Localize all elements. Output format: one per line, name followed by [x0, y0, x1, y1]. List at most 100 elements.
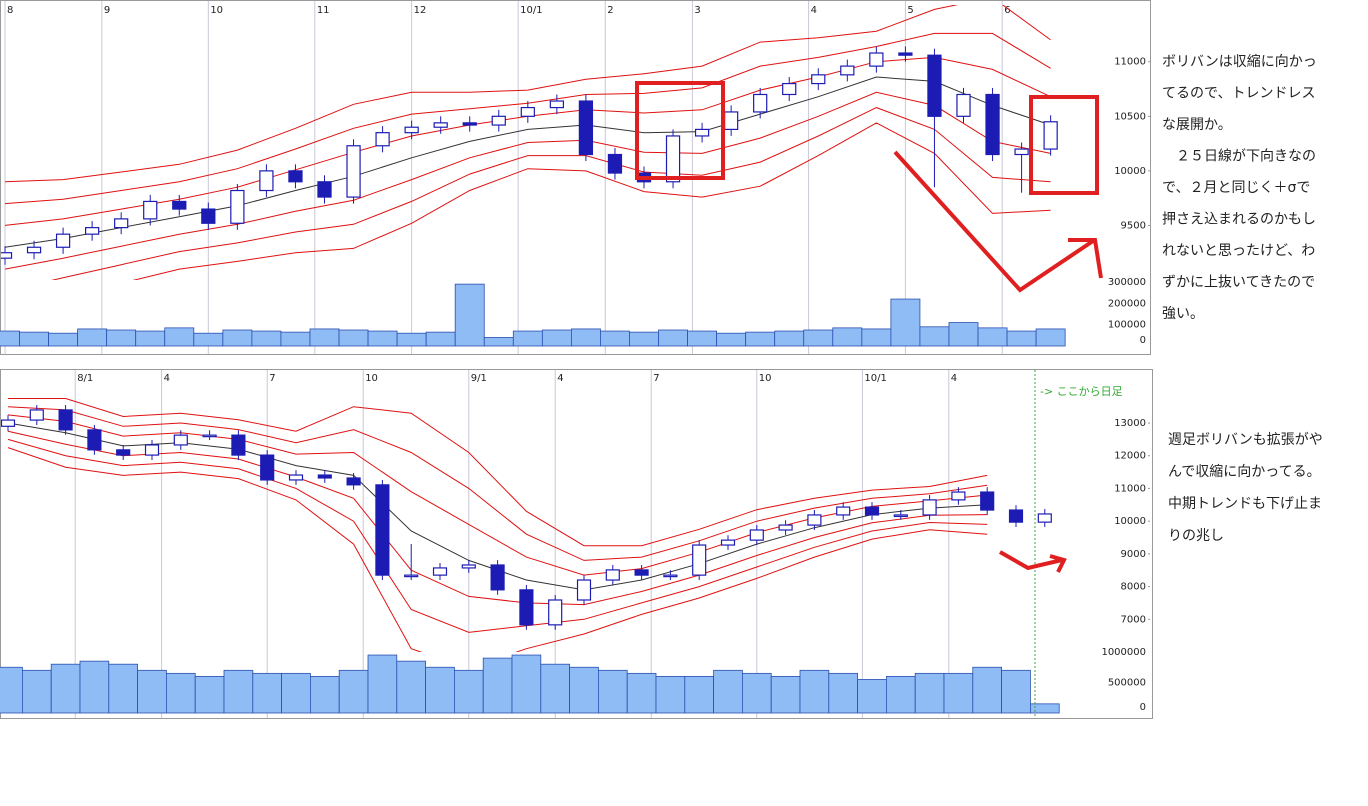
candle-body — [55, 233, 71, 248]
volume-bar — [857, 679, 887, 714]
y-tick-label: 10000 — [1114, 516, 1146, 527]
volume-bar — [280, 331, 311, 347]
volume-bar — [770, 676, 801, 714]
candle-body — [1, 419, 16, 427]
volume-bar — [914, 672, 945, 714]
volume-bar — [541, 329, 572, 347]
candle-body — [201, 208, 216, 224]
volume-bar — [626, 672, 657, 714]
candle-body — [375, 484, 390, 576]
volume-bar — [164, 327, 195, 347]
volume-bar — [684, 676, 714, 714]
candle-body — [1014, 148, 1029, 156]
candle-body — [724, 111, 739, 131]
candle-body — [259, 170, 274, 192]
volume-bar — [948, 322, 979, 347]
volume-bar — [687, 330, 718, 347]
y-tick-label: 11000 — [1114, 57, 1146, 68]
note-line: りの兆し — [1168, 528, 1224, 544]
x-tick-label: 9 — [104, 5, 110, 16]
volume-bar — [890, 298, 921, 347]
panel-frame — [0, 0, 1151, 355]
candle-body — [260, 454, 275, 481]
volume-bar — [281, 672, 311, 714]
bollinger-line — [8, 398, 988, 547]
candle-body — [144, 444, 160, 456]
volume-tick-label: 0 — [1140, 335, 1146, 346]
volume-bar — [977, 327, 1008, 347]
candle-body — [1043, 121, 1058, 150]
candle-body — [549, 100, 564, 109]
candle-body — [607, 153, 623, 174]
candle-body — [29, 409, 44, 421]
bollinger-line — [7, 447, 988, 652]
x-tick-label: 10 — [210, 5, 223, 16]
volume-bar — [886, 676, 916, 714]
x-tick-label: 12 — [414, 5, 427, 16]
candle-body — [375, 132, 390, 147]
bollinger-line — [132, 122, 1051, 280]
candle-body — [288, 170, 303, 183]
plot-layer: 8 9 10 11 12 10/1 2 3 4 5 695001000010500110000100… — [0, 1, 1323, 718]
x-tick-label: 7 — [269, 373, 275, 384]
y-tick-label: 10500 — [1114, 111, 1146, 122]
volume-tick-label: 1000000 — [1101, 647, 1146, 658]
candle-body — [143, 200, 158, 220]
candle-body — [927, 54, 942, 117]
x-tick-label: 11 — [317, 5, 330, 16]
annotation: -> ここから日足 — [1040, 385, 1123, 398]
candle-body — [898, 52, 913, 56]
candle-body — [346, 477, 361, 486]
candle-body — [665, 135, 681, 183]
x-tick-label: 4 — [164, 373, 170, 384]
note-line: で、２月と同じく＋σで — [1162, 180, 1310, 196]
volume-bar — [367, 330, 398, 347]
candle-body — [782, 82, 797, 96]
note-line: 週足ボリバンも拡張がや — [1168, 432, 1323, 448]
candle-body — [694, 128, 710, 137]
candle-body — [811, 74, 826, 85]
volume-bar — [79, 660, 110, 714]
volume-bar — [251, 330, 282, 347]
candle-body — [548, 599, 563, 626]
note-line: 強い。 — [1162, 306, 1204, 322]
y-tick-label: 13000 — [1114, 418, 1146, 429]
volume-bar — [396, 332, 427, 347]
note-line: ずかに上抜いてきたので — [1162, 275, 1315, 291]
volume-bar — [193, 332, 224, 347]
volume-bar — [919, 326, 950, 347]
candle-body — [864, 506, 880, 516]
note-line: 中期トレンドも下げ止ま — [1168, 496, 1322, 512]
volume-bar — [713, 669, 743, 714]
y-tick-label: 11000 — [1114, 483, 1146, 494]
candle-body — [462, 122, 477, 126]
volume-bar — [600, 330, 630, 347]
volume-bar — [137, 669, 167, 714]
volume-bar — [716, 332, 747, 347]
volume-bar — [48, 332, 79, 347]
note-line: れないと思ったけど、わ — [1162, 243, 1315, 259]
volume-bar — [19, 331, 49, 347]
bollinger-line — [4, 76, 1051, 248]
candle-body — [692, 544, 707, 576]
highlight-box — [635, 81, 725, 180]
volume-bar — [828, 672, 858, 714]
arrow — [893, 150, 1095, 293]
volume-bar — [483, 337, 514, 347]
candle-body — [230, 189, 245, 224]
candle-body — [202, 434, 217, 438]
y-tick-label: 8000 — [1121, 582, 1146, 593]
x-tick-label: 4 — [557, 373, 563, 384]
x-tick-label: 10/1 — [864, 373, 886, 384]
candle-body — [172, 200, 187, 210]
volume-bar — [309, 328, 340, 347]
y-tick-label: 10000 — [1114, 166, 1146, 177]
note-line: んで収縮に向かってる。 — [1168, 464, 1321, 480]
candle-body — [605, 569, 620, 581]
volume-bar — [425, 331, 456, 347]
volume-bar — [50, 663, 81, 714]
bollinger-line — [7, 406, 988, 561]
volume-bar — [0, 330, 20, 347]
